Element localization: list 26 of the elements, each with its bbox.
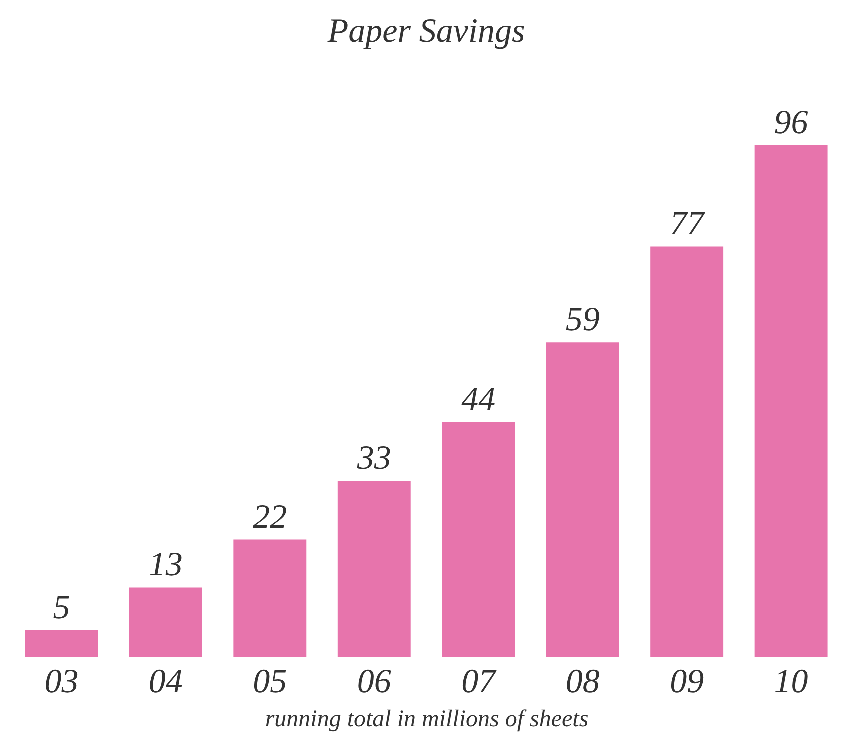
x-tick-label: 07 bbox=[462, 664, 498, 700]
x-tick-label: 04 bbox=[148, 664, 183, 700]
bar bbox=[754, 145, 828, 657]
x-axis-title: running total in millions of sheets bbox=[265, 706, 589, 732]
data-label: 33 bbox=[356, 440, 392, 478]
chart-title: Paper Savings bbox=[326, 13, 526, 50]
bar bbox=[546, 342, 620, 657]
x-tick-label: 03 bbox=[44, 664, 79, 700]
bar bbox=[25, 630, 98, 657]
x-tick-label: 09 bbox=[670, 664, 704, 700]
data-label: 77 bbox=[670, 206, 706, 243]
bar bbox=[129, 588, 202, 657]
data-label: 44 bbox=[462, 382, 496, 419]
x-tick-label: 06 bbox=[357, 664, 392, 700]
bar bbox=[442, 422, 516, 657]
data-label: 22 bbox=[253, 498, 288, 536]
bar bbox=[234, 540, 307, 657]
x-tick-label: 10 bbox=[774, 664, 808, 700]
x-tick-label: 08 bbox=[566, 664, 600, 700]
data-label: 5 bbox=[53, 589, 70, 626]
bar bbox=[338, 481, 411, 657]
data-label: 96 bbox=[774, 104, 808, 142]
data-label: 59 bbox=[566, 302, 600, 339]
data-label: 13 bbox=[148, 546, 183, 584]
bar bbox=[650, 246, 724, 657]
x-tick-label: 05 bbox=[253, 664, 288, 700]
